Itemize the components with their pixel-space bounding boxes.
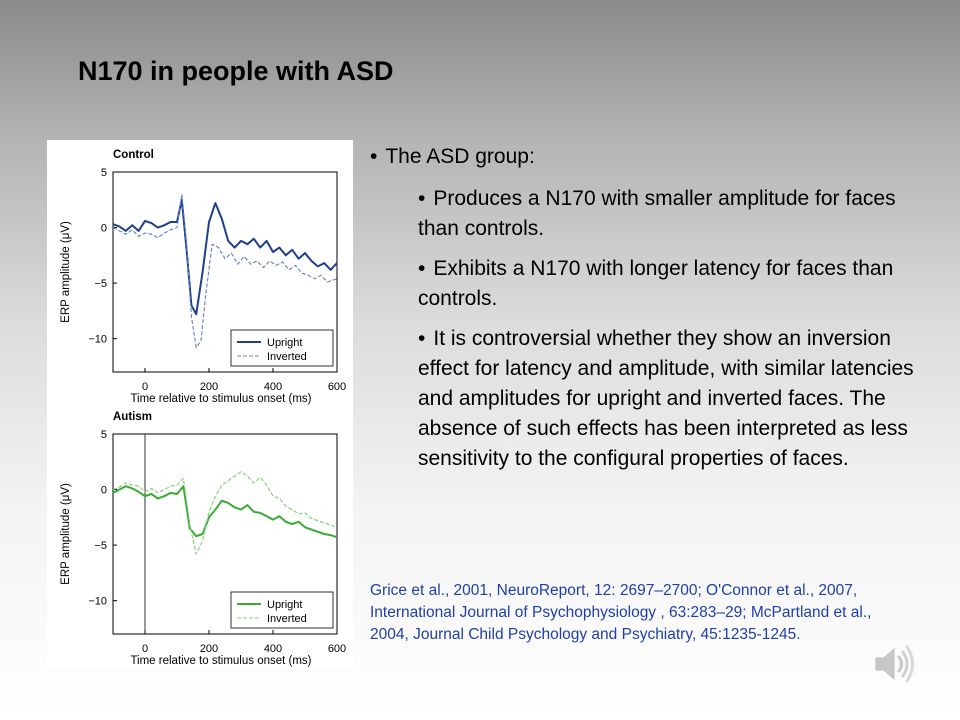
- x-tick-label: 400: [264, 643, 282, 655]
- panel-title: Control: [113, 149, 154, 161]
- erp-figure-svg: Control 5 0 −5 −10 0 200 400 600 Time relative to…: [60, 149, 346, 667]
- y-tick-label: −5: [94, 278, 107, 290]
- x-tick-label: 600: [328, 381, 346, 393]
- bullet-list: • The ASD group: • Produces a N170 with sm…: [370, 142, 915, 484]
- legend-label: Inverted: [267, 613, 307, 625]
- slide-title: N170 in people with ASD: [78, 56, 394, 86]
- references: Grice et al., 2001, NeuroReport, 12: 269…: [370, 582, 872, 643]
- y-tick-label: 0: [101, 485, 107, 497]
- y-tick-label: −10: [88, 596, 107, 608]
- x-tick-label: 400: [264, 381, 282, 393]
- bullet-glyph: •: [418, 327, 426, 350]
- legend-label: Upright: [267, 599, 302, 611]
- series-line-inverted: [112, 471, 338, 555]
- bullet-glyph: •: [418, 257, 426, 280]
- series-line-upright: [112, 198, 338, 316]
- series-line-upright: [112, 485, 338, 539]
- sub-bullet: • Exhibits a N170 with longer latency for…: [418, 254, 915, 314]
- speaker-icon[interactable]: [868, 640, 916, 688]
- y-tick-label: 5: [101, 167, 107, 179]
- legend-label: Upright: [267, 337, 302, 349]
- panel-title: Autism: [113, 411, 152, 423]
- sub-bullet-text: Exhibits a N170 with longer latency for …: [418, 257, 894, 310]
- legend-box: [230, 591, 334, 629]
- main-bullet-text: The ASD group:: [385, 145, 535, 168]
- x-axis-label: Time relative to stimulus onset (ms): [130, 655, 311, 667]
- x-tick-label: 200: [200, 643, 218, 655]
- x-axis-label: Time relative to stimulus onset (ms): [130, 393, 311, 405]
- bullet-glyph: •: [418, 187, 426, 210]
- sub-bullet-text: It is controversial whether they show an…: [418, 327, 914, 470]
- erp-figure: Control 5 0 −5 −10 0 200 400 600 Time relative to…: [47, 140, 353, 670]
- plot-frame: [112, 171, 338, 373]
- sub-bullet: • Produces a N170 with smaller amplitude …: [418, 184, 915, 244]
- y-axis-label: ERP amplitude (μV): [60, 221, 72, 323]
- x-tick-label: 0: [142, 643, 148, 655]
- y-tick-label: −10: [88, 334, 107, 346]
- legend-box: [230, 329, 334, 367]
- legend-label: Inverted: [267, 351, 307, 363]
- plot-frame: [112, 433, 338, 635]
- sub-bullet: • It is controversial whether they show a…: [418, 324, 915, 474]
- y-tick-label: 0: [101, 223, 107, 235]
- series-line-inverted: [112, 193, 338, 349]
- sub-bullet-text: Produces a N170 with smaller amplitude f…: [418, 187, 896, 240]
- x-tick-label: 200: [200, 381, 218, 393]
- x-tick-label: 0: [142, 381, 148, 393]
- y-axis-label: ERP amplitude (μV): [60, 483, 72, 585]
- bullet-glyph: •: [370, 145, 378, 168]
- y-tick-label: 5: [101, 429, 107, 441]
- x-tick-label: 600: [328, 643, 346, 655]
- y-tick-label: −5: [94, 540, 107, 552]
- main-bullet: • The ASD group:: [370, 142, 915, 172]
